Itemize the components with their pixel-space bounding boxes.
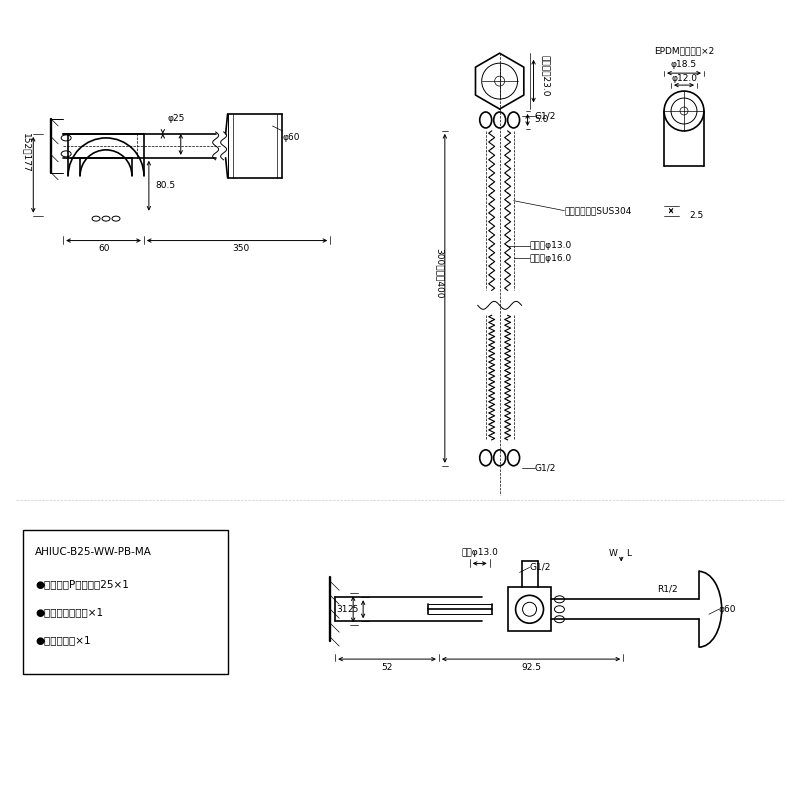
Text: 92.5: 92.5 [521, 662, 541, 671]
Text: 25: 25 [348, 605, 359, 614]
Text: 山外径φ16.0: 山外径φ16.0 [530, 254, 572, 263]
Text: 六角対辺23.0: 六角対辺23.0 [541, 55, 550, 97]
Text: G1/2: G1/2 [534, 463, 556, 472]
Text: W: W [608, 549, 618, 558]
Text: 谷外径φ13.0: 谷外径φ13.0 [530, 241, 572, 250]
Text: 350: 350 [232, 244, 249, 253]
Text: ●アングル止水栓×1: ●アングル止水栓×1 [35, 607, 103, 618]
Text: ●給水ホース×1: ●給水ホース×1 [35, 635, 91, 645]
Bar [23, 530, 228, 674]
Text: φ25: φ25 [167, 114, 185, 123]
Text: 152～177: 152～177 [22, 133, 31, 173]
Bar [508, 587, 551, 631]
Text: AHIUC-B25-WW-PB-MA: AHIUC-B25-WW-PB-MA [35, 547, 152, 558]
Text: R1/2: R1/2 [657, 585, 678, 594]
Text: 31: 31 [337, 605, 348, 614]
Text: 300または400: 300または400 [435, 248, 444, 298]
Text: 5.0: 5.0 [534, 115, 549, 125]
Text: 2.5: 2.5 [689, 211, 703, 220]
Text: 内径φ13.0: 内径φ13.0 [462, 548, 498, 557]
Text: φ60: φ60 [282, 134, 300, 142]
Text: L: L [626, 549, 631, 558]
Text: φ18.5: φ18.5 [671, 60, 697, 69]
Text: 52: 52 [382, 662, 393, 671]
Text: 60: 60 [98, 244, 110, 253]
Text: フレキパイプSUS304: フレキパイプSUS304 [565, 206, 632, 215]
Text: 80.5: 80.5 [156, 182, 176, 190]
Text: φ60: φ60 [719, 605, 736, 614]
Text: φ12.0: φ12.0 [671, 74, 697, 82]
Text: EPDMパッキン×2: EPDMパッキン×2 [654, 46, 714, 56]
Text: ●丸鉢無しPトラップ25×1: ●丸鉢無しPトラップ25×1 [35, 579, 129, 590]
Text: G1/2: G1/2 [530, 563, 551, 572]
Text: G1/2: G1/2 [534, 111, 556, 121]
